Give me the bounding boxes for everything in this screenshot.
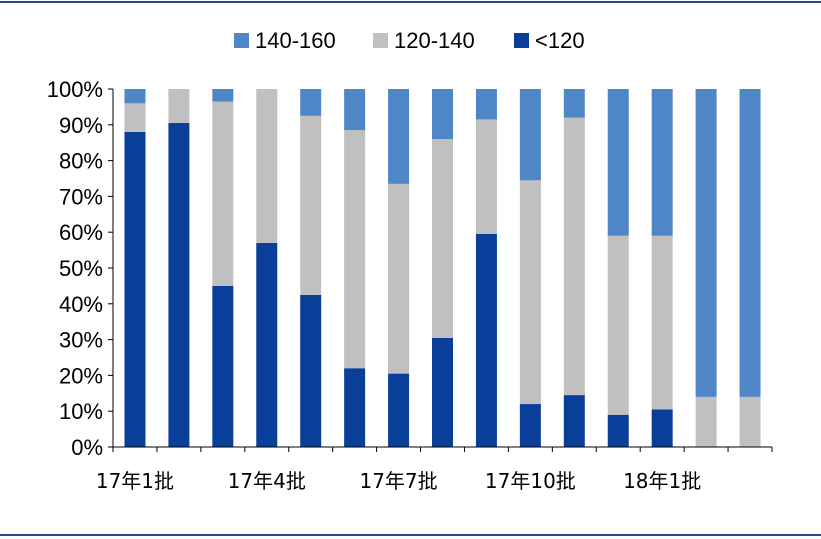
legend-label: 140-160: [255, 28, 336, 53]
y-tick-label: 30%: [59, 328, 103, 353]
bar-segment: [519, 180, 541, 405]
bar-segment: [212, 101, 234, 286]
bar-segment: [168, 123, 190, 447]
bar-segment: [563, 89, 585, 118]
bar-segment: [695, 396, 717, 447]
bar-segment: [256, 242, 278, 447]
bar-segment: [563, 395, 585, 447]
bar-segment: [388, 89, 410, 184]
bar-segment: [300, 89, 322, 116]
y-tick-label: 20%: [59, 363, 103, 388]
y-tick-label: 80%: [59, 149, 103, 174]
y-tick-label: 100%: [47, 77, 103, 102]
bar-segment: [651, 89, 673, 236]
bar-segment: [607, 89, 629, 236]
bar-segment: [168, 89, 190, 124]
y-tick-label: 0%: [71, 435, 103, 460]
y-tick-label: 90%: [59, 113, 103, 138]
bar-segment: [124, 89, 146, 104]
bar-segment: [432, 337, 453, 447]
bar-segment: [388, 373, 410, 447]
bar-segment: [388, 183, 410, 374]
y-tick-label: 70%: [59, 184, 103, 209]
bar-segment: [124, 131, 146, 447]
legend: 140-160 120-140 <120: [234, 28, 585, 53]
bar-segment: [607, 235, 629, 415]
x-tick-label: 17年10批: [485, 469, 576, 493]
bar-segment: [519, 404, 541, 447]
bar-segment: [300, 115, 322, 295]
top-border: [0, 1, 821, 3]
bar-segment: [256, 89, 278, 243]
bar-segment: [344, 130, 366, 369]
bottom-border: [0, 534, 821, 536]
x-tick-label: 18年1批: [623, 469, 701, 493]
y-tick-label: 40%: [59, 292, 103, 317]
bar-segment: [651, 235, 673, 410]
bars: [124, 89, 761, 447]
bar-segment: [563, 117, 585, 396]
x-tick-label: 17年4批: [228, 469, 306, 493]
bar-segment: [519, 89, 541, 181]
bar-segment: [344, 368, 366, 447]
bar-segment: [475, 89, 497, 120]
bar-segment: [432, 89, 453, 140]
y-tick-label: 60%: [59, 220, 103, 245]
y-tick-label: 10%: [59, 399, 103, 424]
legend-swatch: [234, 33, 249, 48]
legend-label: <120: [535, 28, 585, 53]
bar-segment: [475, 233, 497, 447]
bar-segment: [739, 396, 761, 447]
bar-segment: [695, 89, 717, 397]
legend-swatch: [373, 33, 388, 48]
x-tick-label: 17年7批: [359, 469, 437, 493]
bar-segment: [212, 89, 234, 102]
bar-segment: [475, 119, 497, 234]
legend-label: 120-140: [394, 28, 475, 53]
bar-segment: [651, 409, 673, 447]
x-tick-label: 17年1批: [96, 469, 174, 493]
bar-segment: [607, 414, 629, 447]
bar-segment: [124, 103, 146, 132]
legend-swatch: [514, 33, 529, 48]
bar-segment: [739, 89, 761, 397]
bar-segment: [212, 285, 234, 447]
bar-segment: [432, 139, 453, 338]
y-tick-label: 50%: [59, 256, 103, 281]
y-axis: 0% 10% 20% 30% 40% 50% 60% 70% 80% 90% 100%: [47, 77, 114, 460]
bar-segment: [300, 294, 322, 447]
bar-segment: [344, 89, 366, 131]
x-axis: 17年1批 17年4批 17年7批 17年10批 18年1批: [96, 446, 773, 493]
